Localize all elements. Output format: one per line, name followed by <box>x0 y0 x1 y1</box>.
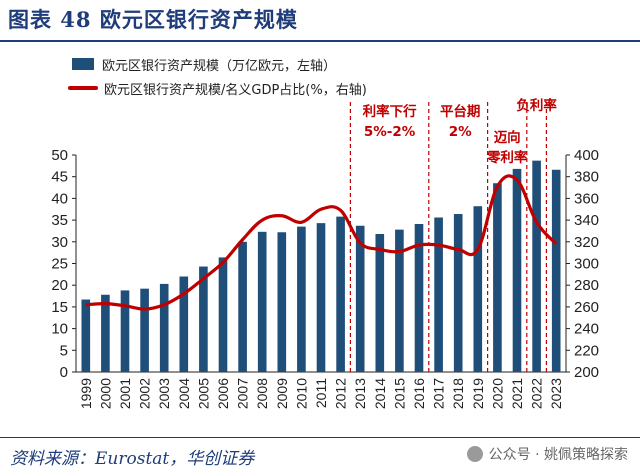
y-right-tick-label: 400 <box>574 147 599 164</box>
y-left-tick-label: 10 <box>51 321 68 338</box>
y-left-tick-label: 20 <box>51 277 68 294</box>
bar <box>179 276 189 372</box>
x-tick-label: 1999 <box>78 378 94 409</box>
bar <box>453 214 463 372</box>
y-left-tick-label: 50 <box>51 147 68 164</box>
x-tick-label: 2009 <box>274 378 290 409</box>
y-left-tick-label: 30 <box>51 234 68 251</box>
annotation-label: 5%-2% <box>364 124 416 140</box>
x-tick-label: 2000 <box>97 378 113 409</box>
chart-legend: 欧元区银行资产规模（万亿欧元，左轴） 欧元区银行资产规模/名义GDP占比(%，右… <box>68 52 367 100</box>
x-tick-label: 2007 <box>235 378 251 409</box>
y-right-tick-label: 280 <box>574 277 599 294</box>
y-right-tick-label: 340 <box>574 212 599 229</box>
bar <box>101 294 110 372</box>
legend-line-label: 欧元区银行资产规模/名义GDP占比(%，右轴) <box>104 82 367 98</box>
bar <box>512 168 522 372</box>
y-right-tick-label: 220 <box>574 342 599 359</box>
x-tick-label: 2021 <box>509 378 525 409</box>
annotation-label: 负利率 <box>516 97 557 114</box>
bar <box>120 290 130 372</box>
y-right-tick-label: 200 <box>574 364 599 381</box>
bar <box>81 299 91 372</box>
legend-line-swatch <box>68 86 98 90</box>
bar <box>395 229 404 372</box>
bar <box>238 241 247 372</box>
bar <box>473 206 483 372</box>
x-tick-label: 2017 <box>431 378 447 409</box>
y-right-tick-label: 360 <box>574 190 599 207</box>
y-left-tick-label: 15 <box>51 299 68 316</box>
x-tick-label: 2011 <box>313 378 329 408</box>
bar <box>414 224 424 372</box>
annotation-label: 利率下行 <box>363 103 417 120</box>
x-tick-label: 2014 <box>372 378 388 409</box>
x-tick-label: 2019 <box>470 378 486 409</box>
x-tick-label: 2015 <box>391 378 407 409</box>
bar <box>532 160 541 372</box>
x-tick-label: 2022 <box>529 378 545 409</box>
x-tick-label: 2020 <box>489 378 505 409</box>
bank-assets-chart: 0 5 10 15 20 25 30 35 40 45 50 200 220 240 260 280 300 32… <box>51 97 599 409</box>
watermark: 公众号 · 姚佩策略探索 <box>466 444 628 464</box>
y-left-tick-label: 40 <box>51 190 68 207</box>
x-tick-label: 2010 <box>293 378 309 409</box>
y-left-tick-label: 25 <box>51 256 68 273</box>
legend-bar-label: 欧元区银行资产规模（万亿欧元，左轴） <box>102 58 337 74</box>
x-tick-label: 2005 <box>195 378 211 409</box>
watermark-text: 公众号 · 姚佩策略探索 <box>488 447 628 463</box>
bar <box>551 169 561 372</box>
y-right-tick-label: 300 <box>574 256 599 273</box>
source-note: 资料来源：Eurostat，华创证券 <box>10 449 255 469</box>
bar <box>277 232 287 372</box>
bar <box>316 223 326 372</box>
annotation-label: 零利率 <box>486 149 528 166</box>
x-tick-label: 2018 <box>450 378 466 409</box>
annotation-label: 2% <box>449 124 472 140</box>
x-tick-label: 2001 <box>117 378 133 409</box>
legend-bar-swatch <box>72 58 94 70</box>
figure-title: 图表 48 欧元区银行资产规模 <box>8 7 298 32</box>
bar <box>140 288 149 372</box>
bar <box>336 216 345 372</box>
title-divider <box>0 40 640 42</box>
bar <box>257 231 267 372</box>
x-tick-label: 2023 <box>548 378 564 409</box>
y-right-tick-label: 380 <box>574 169 599 186</box>
x-tick-label: 2003 <box>156 378 172 409</box>
annotation-label: 迈向 <box>494 129 521 146</box>
gdp-ratio-line <box>85 174 558 311</box>
x-tick-label: 2006 <box>215 378 231 409</box>
bar <box>355 225 365 372</box>
y-left-tick-label: 45 <box>51 169 68 186</box>
legend-bar-entry: 欧元区银行资产规模（万亿欧元，左轴） <box>68 52 367 76</box>
source-divider <box>0 437 640 438</box>
annotation-label: 平台期 <box>440 103 481 120</box>
x-tick-label: 2016 <box>411 378 427 409</box>
y-right-tick-label: 320 <box>574 234 599 251</box>
bar <box>434 217 443 372</box>
y-left-tick-label: 0 <box>60 364 68 381</box>
x-tick-label: 2004 <box>176 378 192 409</box>
legend-line-entry: 欧元区银行资产规模/名义GDP占比(%，右轴) <box>68 76 367 100</box>
x-tick-label: 2008 <box>254 378 270 409</box>
y-left-tick-label: 5 <box>60 342 68 359</box>
x-tick-label: 2002 <box>137 378 153 409</box>
x-tick-label: 2013 <box>352 378 368 409</box>
bar <box>493 183 502 372</box>
bar <box>199 266 208 372</box>
y-left-tick-label: 35 <box>51 212 68 229</box>
bar <box>159 283 169 372</box>
bar <box>375 233 385 372</box>
wechat-icon <box>466 446 483 462</box>
bar <box>297 226 306 372</box>
y-right-tick-label: 260 <box>574 299 599 316</box>
y-right-tick-label: 240 <box>574 321 599 338</box>
bar <box>218 257 228 372</box>
x-tick-label: 2012 <box>333 378 349 409</box>
